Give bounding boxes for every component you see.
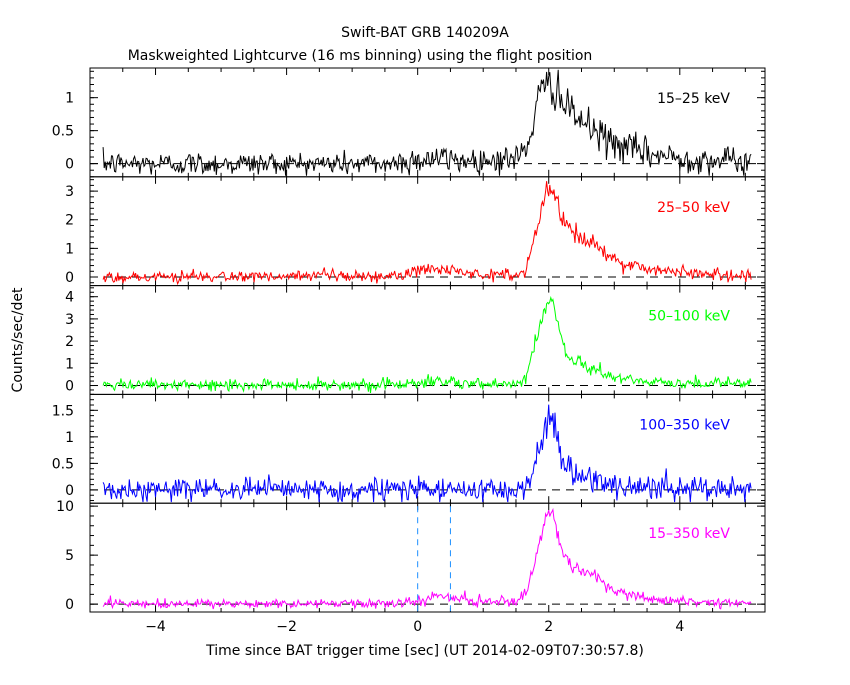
y-tick-label: 1 xyxy=(65,430,74,446)
y-tick-label: 3 xyxy=(65,312,74,328)
x-tick-label: 4 xyxy=(675,619,684,635)
chart-subtitle: Maskweighted Lightcurve (16 ms binning) … xyxy=(128,48,593,64)
x-tick-label: −4 xyxy=(145,619,166,635)
series-label: 15–25 keV xyxy=(657,91,730,107)
y-tick-label: 5 xyxy=(65,548,74,564)
y-tick-label: 0.5 xyxy=(52,456,74,472)
series-label: 25–50 keV xyxy=(657,200,730,216)
y-tick-label: 0.5 xyxy=(52,124,74,140)
y-tick-label: 10 xyxy=(56,499,74,515)
y-tick-label: 0 xyxy=(65,483,74,499)
panels-group: 0 0.5 1 15–25 keV 0 1 2 3 25–50 keV 0 1 2 3 4 50–100 k… xyxy=(52,67,766,635)
series-label: 50–100 keV xyxy=(648,309,730,325)
series-line xyxy=(102,507,752,611)
x-tick-label: 2 xyxy=(544,619,553,635)
y-tick-label: 0 xyxy=(65,157,74,173)
panel-1: 0 0.5 1 15–25 keV xyxy=(52,67,766,178)
y-tick-label: 4 xyxy=(65,290,74,306)
series-line xyxy=(102,404,752,503)
y-tick-label: 3 xyxy=(65,184,74,200)
y-tick-label: 1.5 xyxy=(52,403,74,419)
y-tick-label: 2 xyxy=(65,213,74,229)
chart-title: Swift-BAT GRB 140209A xyxy=(341,25,509,41)
panel-4: 0 0.5 1 1.5 100–350 keV xyxy=(52,393,766,504)
series-line xyxy=(102,181,752,286)
x-tick-label: 0 xyxy=(413,619,422,635)
series-line xyxy=(102,295,752,393)
y-tick-label: 1 xyxy=(65,356,74,372)
y-tick-label: 1 xyxy=(65,241,74,257)
x-tick-label: −2 xyxy=(276,619,297,635)
series-label: 100–350 keV xyxy=(639,417,730,433)
panel-2: 0 1 2 3 25–50 keV xyxy=(65,176,766,287)
series-line xyxy=(102,69,752,176)
panel-5: 0 5 10 15–350 keV xyxy=(56,499,766,613)
x-axis-label: Time since BAT trigger time [sec] (UT 20… xyxy=(205,643,644,659)
y-tick-label: 1 xyxy=(65,91,74,107)
series-label: 15–350 keV xyxy=(648,526,730,542)
y-axis-label: Counts/sec/det xyxy=(10,287,26,392)
panel-frame xyxy=(89,502,766,613)
y-tick-label: 0 xyxy=(65,270,74,286)
panel-frame xyxy=(89,67,766,178)
y-tick-label: 0 xyxy=(65,597,74,613)
panel-3: 0 1 2 3 4 50–100 keV xyxy=(65,285,766,395)
y-tick-label: 0 xyxy=(65,379,74,395)
y-tick-label: 2 xyxy=(65,334,74,350)
